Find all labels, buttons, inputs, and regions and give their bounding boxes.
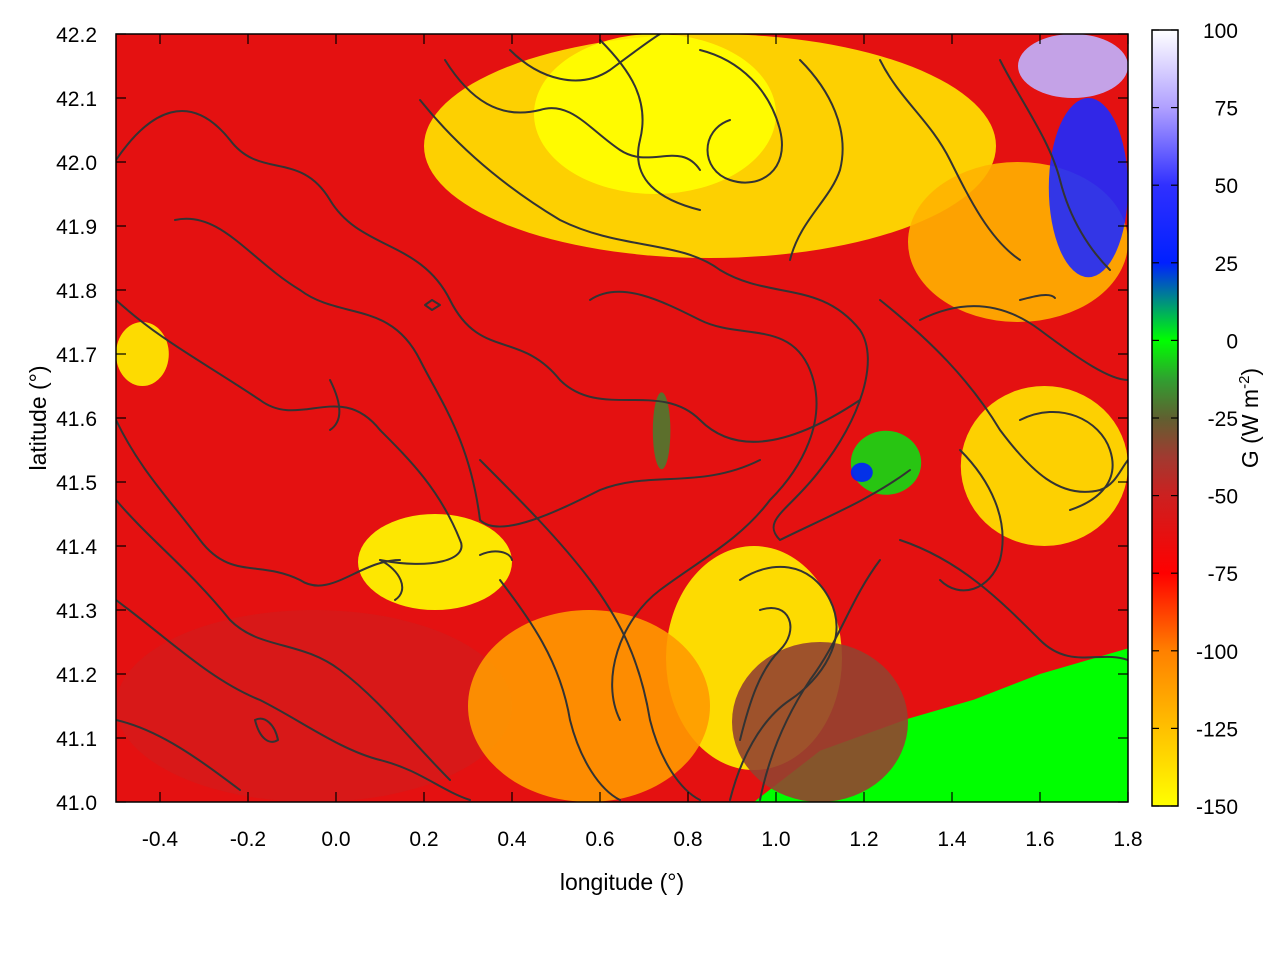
contour-line xyxy=(939,449,1004,592)
contour-line xyxy=(1019,411,1114,511)
y-axis-title: latitude (°) xyxy=(25,365,51,470)
colorbar-title-close: ) xyxy=(1237,368,1263,376)
x-axis-title: longitude (°) xyxy=(560,869,684,895)
contour-line xyxy=(329,379,341,431)
y-tick-label: 41.7 xyxy=(56,344,97,367)
colorbar-tick-label: 50 xyxy=(1215,175,1238,198)
field-region-top-right-corner xyxy=(1018,34,1128,98)
contour-line xyxy=(419,99,911,541)
y-tick-label: 42.2 xyxy=(56,24,97,47)
contour-line xyxy=(729,566,838,801)
x-tick-label: 1.0 xyxy=(761,828,790,851)
x-tick-label: 0.8 xyxy=(673,828,702,851)
contour-line xyxy=(739,607,792,741)
heatmap-field xyxy=(116,34,1128,802)
y-tick-label: 41.3 xyxy=(56,600,97,623)
contour-line xyxy=(116,419,401,587)
x-tick-label: 1.2 xyxy=(849,828,878,851)
y-tick-label: 41.6 xyxy=(56,408,97,431)
contour-line xyxy=(509,34,661,82)
contour-line xyxy=(699,49,783,184)
x-tick-label: 0.6 xyxy=(585,828,614,851)
contour-line xyxy=(444,59,701,171)
colorbar-tick-label: 100 xyxy=(1203,20,1238,43)
contour-line xyxy=(1019,293,1056,301)
contour-line xyxy=(479,459,701,801)
contour-line xyxy=(899,539,1128,661)
x-tick-label: 1.4 xyxy=(937,828,967,851)
colorbar-title-main: G (W m xyxy=(1237,389,1263,468)
field-region-mid-east-blue xyxy=(850,462,873,482)
y-axis: 41.0 41.1 41.2 41.3 41.4 41.5 41.6 41.7 41.8 41.9… xyxy=(56,24,1128,815)
contour-line xyxy=(919,305,1128,381)
colorbar-tick-label: -150 xyxy=(1196,796,1238,819)
x-axis: -0.4 -0.2 0.0 0.2 0.4 0.6 0.8 1.0 1.2 1.4 1.6 1.8 xyxy=(142,34,1143,851)
colorbar-tick-label: -50 xyxy=(1208,486,1238,509)
contour-line xyxy=(759,559,881,801)
colorbar-tick-label: 25 xyxy=(1215,253,1238,276)
contour-line xyxy=(379,559,404,601)
field-region-east-yellow-patches xyxy=(960,386,1128,546)
x-tick-label: 0.0 xyxy=(321,828,350,851)
x-tick-label: 0.4 xyxy=(497,828,527,851)
y-tick-label: 41.2 xyxy=(56,664,97,687)
y-tick-label: 42.1 xyxy=(56,88,97,111)
contour-line xyxy=(879,299,1128,493)
colorbar-tick-label: 75 xyxy=(1215,98,1238,121)
x-tick-label: 0.2 xyxy=(409,828,438,851)
contour-line xyxy=(999,59,1111,271)
field-region-west-yellow-spot xyxy=(116,322,169,386)
contour-line xyxy=(879,59,1021,261)
contour-line xyxy=(254,717,279,743)
x-tick-label: 1.6 xyxy=(1025,828,1054,851)
field-region-west-dark-band xyxy=(116,610,512,802)
contour-line xyxy=(116,599,471,801)
colorbar-tick-label: -100 xyxy=(1196,641,1238,664)
field-region-coastal-transition xyxy=(732,642,908,802)
colorbar: 100 75 50 25 0 -25 -50 -75 -100 -125 -150 xyxy=(1151,20,1238,819)
terrain-contours xyxy=(116,34,1128,801)
y-tick-label: 41.9 xyxy=(56,216,97,239)
contour-line xyxy=(589,290,818,721)
colorbar-tick-label: 0 xyxy=(1226,330,1238,353)
contour-line xyxy=(116,719,241,791)
y-tick-label: 41.0 xyxy=(56,792,97,815)
contour-line xyxy=(116,499,451,781)
field-region-far-northeast-positive xyxy=(1048,98,1128,278)
y-tick-label: 41.5 xyxy=(56,472,97,495)
field-region-green-streak xyxy=(652,392,671,470)
contour-line xyxy=(116,299,463,565)
y-tick-label: 41.8 xyxy=(56,280,97,303)
contour-line xyxy=(424,299,441,311)
colorbar-title-superscript: -2 xyxy=(1236,376,1253,389)
contour-line xyxy=(499,579,621,801)
contour-line xyxy=(789,59,844,261)
colorbar-tick-label: -125 xyxy=(1196,718,1238,741)
contour-line xyxy=(116,110,861,443)
y-tick-label: 41.4 xyxy=(56,536,97,559)
colorbar-title: G (W m-2) xyxy=(1236,368,1263,468)
contour-line xyxy=(599,39,701,211)
contour-line xyxy=(479,550,513,561)
colorbar-tick-label: -75 xyxy=(1208,563,1238,586)
x-tick-label: -0.2 xyxy=(230,828,266,851)
y-tick-label: 42.0 xyxy=(56,152,97,175)
x-tick-label: -0.4 xyxy=(142,828,179,851)
contour-line xyxy=(174,217,761,528)
colorbar-tick-label: -25 xyxy=(1208,408,1238,431)
field-region-central-south-warm xyxy=(468,610,710,802)
field-region-northeast-bright xyxy=(534,34,776,194)
x-tick-label: 1.8 xyxy=(1113,828,1142,851)
plot-area xyxy=(116,34,1128,802)
y-tick-label: 41.1 xyxy=(56,728,97,751)
colorbar-ticks: 100 75 50 25 0 -25 -50 -75 -100 -125 -150 xyxy=(1152,20,1238,819)
